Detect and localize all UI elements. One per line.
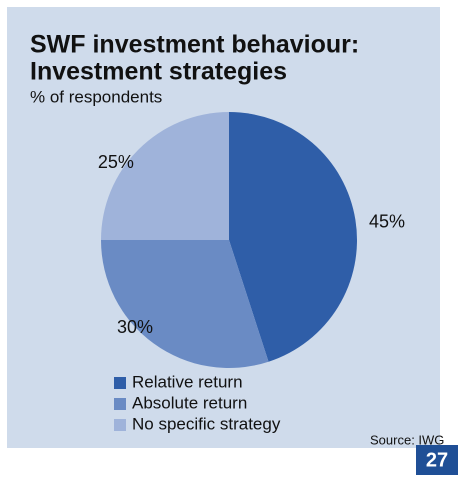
data-label: 25%	[98, 152, 134, 172]
pie-slice	[101, 112, 229, 240]
legend-swatch	[114, 398, 126, 410]
legend-label: Relative return	[132, 372, 243, 391]
page-badge	[416, 445, 458, 475]
legend-label: Absolute return	[132, 393, 247, 412]
legend-swatch	[114, 419, 126, 431]
chart-title: Investment strategies	[30, 58, 287, 86]
data-label: 30%	[117, 317, 153, 337]
legend-swatch	[114, 377, 126, 389]
chart-subtitle: % of respondents	[30, 87, 162, 106]
page-number: 27	[426, 449, 448, 471]
pie-slice	[101, 240, 269, 368]
data-label: 45%	[369, 212, 405, 232]
chart-title: SWF investment behaviour:	[30, 31, 359, 59]
legend-label: No specific strategy	[132, 414, 281, 433]
pie-slice	[229, 112, 357, 362]
source: Source: IWG	[370, 432, 444, 447]
